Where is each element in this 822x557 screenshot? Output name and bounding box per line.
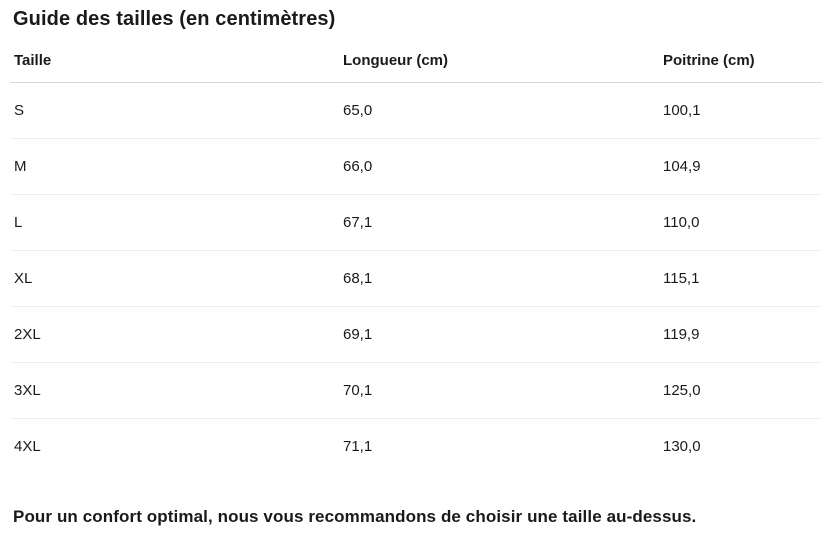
longueur-cell: 68,1 bbox=[343, 250, 663, 307]
table-row: 2XL 69,1 119,9 bbox=[10, 306, 822, 363]
poitrine-cell: 104,9 bbox=[663, 138, 822, 195]
longueur-cell: 66,0 bbox=[343, 138, 663, 195]
column-header-taille: Taille bbox=[10, 31, 343, 83]
table-row: M 66,0 104,9 bbox=[10, 138, 822, 195]
page-title: Guide des tailles (en centimètres) bbox=[13, 8, 336, 30]
longueur-cell: 69,1 bbox=[343, 306, 663, 363]
size-guide-page: Guide des tailles (en centimètres) Taill… bbox=[0, 7, 822, 557]
table-row: XL 68,1 115,1 bbox=[10, 250, 822, 307]
size-guide-table: Taille Longueur (cm) Poitrine (cm) S 65,… bbox=[10, 31, 822, 475]
column-header-poitrine: Poitrine (cm) bbox=[663, 31, 822, 83]
poitrine-cell: 130,0 bbox=[663, 438, 701, 456]
poitrine-cell: 115,1 bbox=[663, 250, 822, 307]
poitrine-cell: 110,0 bbox=[663, 194, 822, 251]
table-row: 4XL 71,1 130,0 bbox=[10, 419, 822, 475]
taille-cell: L bbox=[10, 194, 343, 251]
poitrine-cell: 125,0 bbox=[663, 362, 822, 419]
table-row: L 67,1 110,0 bbox=[10, 194, 822, 251]
taille-cell: 3XL bbox=[10, 362, 343, 419]
table-row: S 65,0 100,1 bbox=[10, 82, 822, 139]
table-header-row: Taille Longueur (cm) Poitrine (cm) bbox=[10, 31, 822, 83]
table-row: 3XL 70,1 125,0 bbox=[10, 362, 822, 419]
poitrine-cell: 119,9 bbox=[663, 306, 822, 363]
poitrine-cell: 100,1 bbox=[663, 82, 822, 139]
taille-cell: 4XL bbox=[14, 438, 41, 456]
longueur-cell: 70,1 bbox=[343, 362, 663, 419]
taille-cell: S bbox=[10, 82, 343, 139]
taille-cell: 2XL bbox=[10, 306, 343, 363]
longueur-cell: 67,1 bbox=[343, 194, 663, 251]
taille-cell: XL bbox=[10, 250, 343, 307]
column-header-longueur: Longueur (cm) bbox=[343, 31, 663, 83]
longueur-cell: 71,1 bbox=[343, 438, 373, 456]
size-table-body: S 65,0 100,1 M 66,0 104,9 L 67,1 110,0 X… bbox=[10, 82, 822, 475]
taille-cell: M bbox=[10, 138, 343, 195]
longueur-cell: 65,0 bbox=[343, 82, 663, 139]
footer-note: Pour un confort optimal, nous vous recom… bbox=[13, 506, 697, 526]
